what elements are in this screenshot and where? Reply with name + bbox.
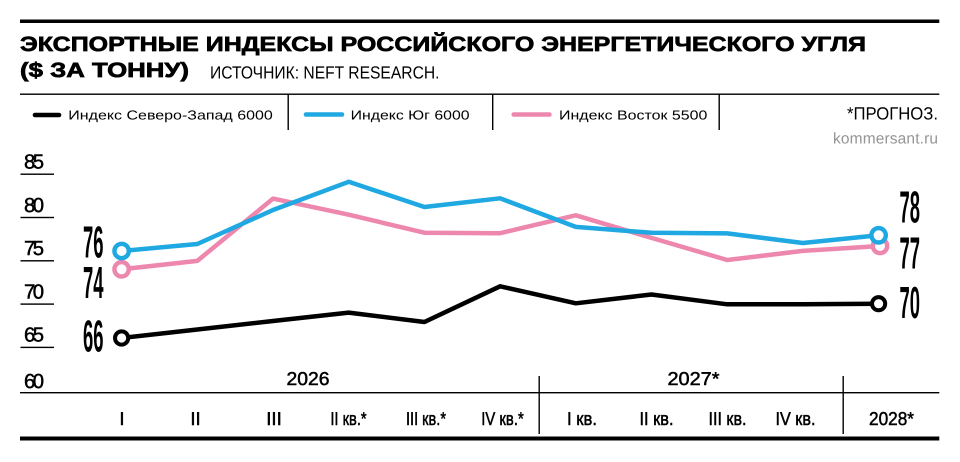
svg-text:70: 70 bbox=[900, 277, 920, 328]
svg-text:III: III bbox=[266, 408, 282, 429]
svg-text:II кв.: II кв. bbox=[640, 408, 674, 429]
svg-text:*ПРОГНОЗ.: *ПРОГНОЗ. bbox=[847, 104, 938, 124]
svg-text:ИСТОЧНИК: NEFT RESEARCH.: ИСТОЧНИК: NEFT RESEARCH. bbox=[210, 62, 440, 82]
svg-text:II: II bbox=[190, 408, 200, 429]
svg-text:80: 80 bbox=[24, 195, 44, 217]
svg-text:66: 66 bbox=[83, 311, 103, 362]
svg-text:75: 75 bbox=[24, 238, 44, 260]
svg-text:IV кв.: IV кв. bbox=[776, 408, 816, 429]
svg-text:II кв.*: II кв.* bbox=[330, 408, 366, 429]
svg-text:kommersant.ru: kommersant.ru bbox=[833, 131, 938, 148]
svg-text:2027*: 2027* bbox=[668, 368, 720, 389]
svg-text:65: 65 bbox=[24, 325, 44, 347]
svg-text:I кв.: I кв. bbox=[567, 408, 597, 429]
svg-text:III кв.*: III кв.* bbox=[406, 408, 446, 429]
svg-text:70: 70 bbox=[24, 281, 44, 303]
svg-text:ЭКСПОРТНЫЕ ИНДЕКСЫ РОССИЙСКОГО: ЭКСПОРТНЫЕ ИНДЕКСЫ РОССИЙСКОГО ЭНЕРГЕТИЧ… bbox=[20, 32, 866, 56]
svg-text:Индекс Юг 6000: Индекс Юг 6000 bbox=[351, 108, 470, 123]
svg-text:74: 74 bbox=[83, 257, 103, 308]
svg-text:60: 60 bbox=[24, 371, 44, 393]
svg-text:IV кв.*: IV кв.* bbox=[481, 408, 524, 429]
svg-text:III кв.: III кв. bbox=[709, 408, 747, 429]
svg-text:I: I bbox=[119, 408, 124, 429]
svg-text:2028*: 2028* bbox=[869, 408, 914, 429]
svg-text:78: 78 bbox=[900, 182, 920, 233]
svg-text:Индекс Восток 5500: Индекс Восток 5500 bbox=[559, 108, 707, 123]
svg-text:($ ЗА ТОННУ): ($ ЗА ТОННУ) bbox=[20, 59, 189, 82]
svg-text:77: 77 bbox=[900, 228, 920, 279]
svg-text:Индекс Северо-Запад 6000: Индекс Северо-Запад 6000 bbox=[68, 108, 272, 123]
svg-text:76: 76 bbox=[83, 216, 103, 267]
svg-text:85: 85 bbox=[24, 152, 44, 174]
svg-text:2026: 2026 bbox=[287, 368, 330, 389]
